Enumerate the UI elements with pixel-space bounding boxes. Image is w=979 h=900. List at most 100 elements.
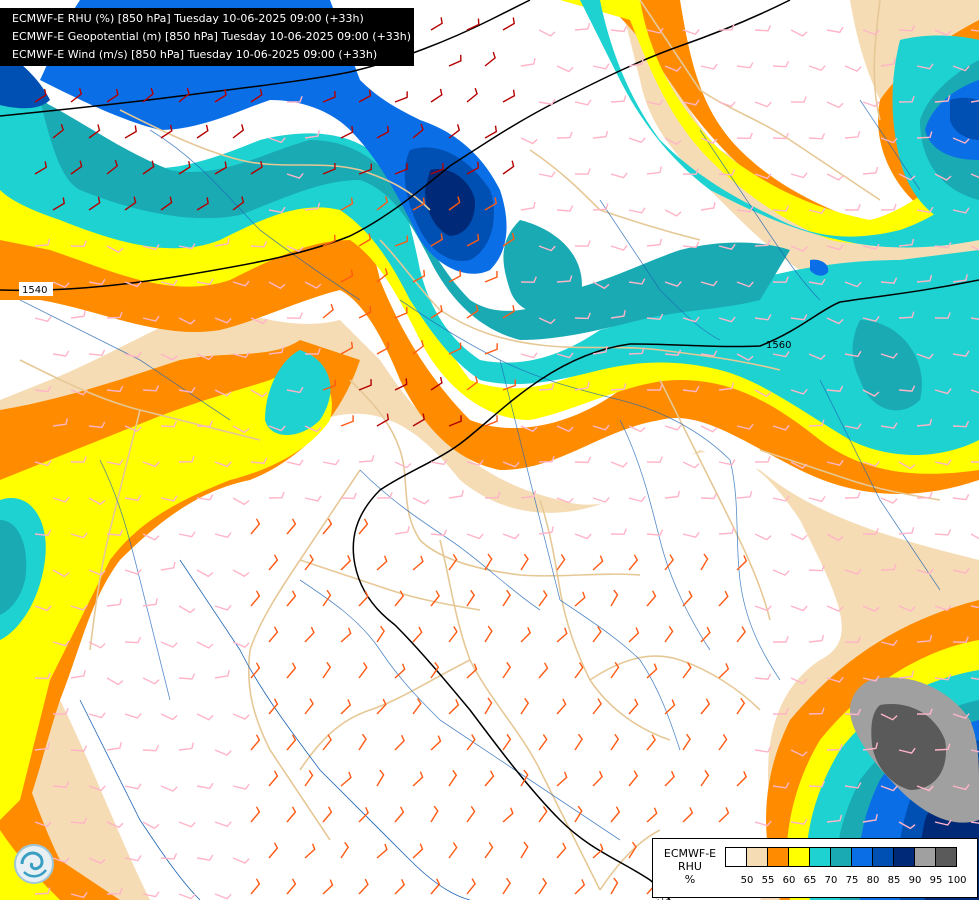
wind-barb	[880, 497, 898, 504]
wind-barb	[142, 385, 160, 392]
wind-barb	[70, 745, 88, 752]
wind-barb	[538, 245, 556, 252]
wind-barb	[106, 311, 123, 319]
wind-barb	[844, 423, 862, 430]
wind-barb	[484, 697, 493, 715]
logo-icon	[12, 842, 56, 886]
wind-barb	[70, 310, 86, 319]
wind-barb	[916, 274, 933, 283]
wind-barb	[628, 137, 646, 144]
wind-barb	[34, 672, 51, 680]
wind-barb	[322, 459, 340, 466]
wind-barb	[880, 57, 896, 67]
wind-barb	[664, 209, 682, 217]
wind-barb	[304, 425, 322, 433]
wind-barb	[952, 713, 970, 720]
wind-barb	[412, 340, 425, 355]
wind-barb	[520, 137, 538, 145]
wind-barb	[556, 554, 566, 571]
wind-barb	[934, 173, 952, 181]
legend-unit: %	[684, 873, 696, 886]
wind-barb	[430, 735, 442, 751]
legend-title: ECMWF-E RHU %	[657, 847, 723, 886]
wind-barb	[700, 553, 709, 571]
wind-barb	[934, 459, 952, 466]
wind-barb	[970, 317, 979, 320]
wind-barb	[196, 124, 209, 139]
wind-barb	[754, 25, 772, 32]
wind-barb	[754, 173, 772, 180]
wind-barb	[772, 276, 789, 283]
wind-barb	[610, 877, 619, 895]
wind-barb	[124, 855, 142, 862]
wind-barb	[934, 29, 952, 37]
wind-barb	[448, 842, 458, 859]
wind-barb	[484, 197, 497, 211]
wind-barb	[736, 771, 748, 787]
wind-barb	[646, 529, 664, 536]
wind-barb	[952, 274, 968, 283]
wind-barb	[52, 708, 69, 715]
wind-barb	[862, 315, 880, 322]
legend-swatches	[725, 847, 957, 867]
wind-barb	[880, 352, 898, 359]
wind-barb	[196, 353, 214, 361]
wind-barb	[556, 205, 574, 212]
wind-barb	[863, 528, 879, 535]
wind-barb	[142, 677, 160, 685]
wind-barb	[394, 91, 408, 103]
wind-barb	[736, 132, 753, 140]
wind-barb	[250, 88, 263, 103]
wind-barb	[826, 676, 844, 683]
wind-barb	[394, 378, 408, 391]
wind-barb	[304, 554, 314, 571]
wind-barb	[268, 346, 285, 355]
wind-barb	[808, 353, 826, 361]
wind-barb	[124, 712, 142, 719]
wind-barb	[736, 697, 746, 715]
wind-barb	[916, 206, 934, 213]
wind-barb	[880, 137, 898, 144]
wind-barb	[142, 160, 155, 175]
wind-barb	[826, 533, 844, 542]
wind-barb	[394, 306, 408, 319]
wind-barb	[628, 554, 639, 571]
wind-barb	[106, 529, 124, 536]
wind-barb	[538, 383, 555, 391]
wind-barb	[250, 878, 261, 895]
wind-barb	[700, 63, 718, 70]
wind-barb	[34, 887, 51, 895]
wind-barb	[70, 160, 83, 175]
wind-barb	[106, 159, 119, 175]
wind-barb	[628, 698, 639, 715]
wind-barb	[934, 312, 951, 319]
wind-barb	[466, 459, 484, 466]
wind-barb	[214, 893, 232, 900]
wind-barb	[808, 780, 826, 788]
wind-barb	[124, 351, 142, 359]
wind-barb	[448, 490, 464, 499]
wind-barb	[340, 269, 354, 283]
wind-barb	[754, 673, 772, 680]
legend-swatch-65	[788, 847, 810, 867]
wind-barb	[898, 821, 916, 830]
wind-barb	[898, 311, 915, 319]
wind-barb	[376, 196, 389, 211]
wind-barb	[700, 280, 718, 287]
wind-barb	[124, 636, 142, 644]
wind-barb	[448, 342, 462, 355]
wind-barb	[880, 563, 897, 571]
wind-barb	[358, 733, 367, 751]
wind-barb	[592, 698, 602, 715]
wind-barb	[358, 590, 369, 607]
wind-barb	[700, 425, 718, 433]
wind-barb	[916, 353, 934, 360]
wind-barb	[556, 771, 568, 787]
wind-barb	[736, 490, 753, 499]
wind-barb	[754, 239, 771, 247]
wind-barb	[574, 168, 591, 175]
wind-barb	[160, 495, 178, 502]
wind-barb	[268, 425, 286, 432]
wind-barb	[610, 589, 619, 607]
